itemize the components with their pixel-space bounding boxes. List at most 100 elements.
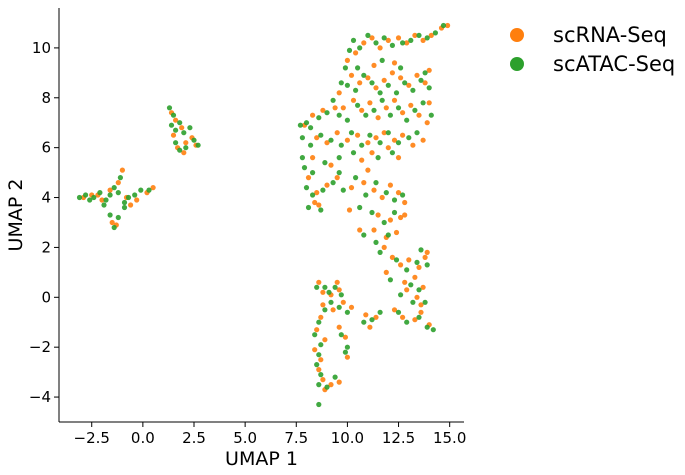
y-tick-label: 0 (41, 288, 51, 306)
point-scrna-seq (173, 117, 179, 123)
point-scatac-seq (310, 192, 316, 198)
point-scatac-seq (91, 194, 97, 201)
point-scrna-seq (414, 294, 420, 300)
point-scatac-seq (330, 97, 336, 103)
point-scatac-seq (303, 185, 310, 191)
point-scrna-seq (359, 157, 365, 163)
point-scrna-seq (381, 130, 387, 136)
point-scrna-seq (373, 135, 379, 141)
point-scrna-seq (320, 107, 326, 113)
point-scatac-seq (414, 259, 420, 265)
point-scatac-seq (422, 299, 428, 305)
point-scatac-seq (107, 212, 113, 218)
y-tick-label: 2 (41, 238, 51, 256)
point-scrna-seq (365, 75, 371, 81)
x-axis-title: UMAP 1 (225, 448, 298, 470)
point-scrna-seq (316, 279, 322, 285)
point-scatac-seq (412, 107, 418, 113)
point-scatac-seq (301, 165, 308, 171)
point-scrna-seq (336, 324, 342, 330)
point-scatac-seq (393, 257, 400, 263)
point-scatac-seq (336, 304, 342, 310)
point-scatac-seq (395, 309, 402, 315)
point-scatac-seq (303, 120, 310, 126)
point-scrna-seq (150, 185, 156, 191)
legend-marker-scrna-seq (510, 28, 524, 42)
point-scatac-seq (121, 204, 128, 211)
point-scatac-seq (361, 319, 367, 325)
point-scatac-seq (322, 307, 328, 313)
point-scatac-seq (371, 107, 377, 113)
point-scrna-seq (324, 140, 330, 146)
point-scrna-seq (404, 40, 410, 46)
point-scatac-seq (359, 142, 365, 148)
point-scrna-seq (365, 167, 371, 173)
point-scatac-seq (367, 132, 373, 138)
x-tick-label: −2.5 (74, 429, 110, 447)
point-scatac-seq (355, 102, 361, 108)
point-scrna-seq (373, 314, 379, 320)
x-tick-label: 0.0 (131, 429, 155, 447)
point-scrna-seq (312, 199, 318, 206)
point-scatac-seq (318, 207, 324, 213)
point-scrna-seq (385, 37, 391, 44)
point-scatac-seq (338, 142, 344, 148)
point-scatac-seq (324, 384, 330, 390)
point-scatac-seq (177, 120, 183, 126)
point-scrna-seq (389, 70, 395, 76)
point-scrna-seq (170, 132, 177, 138)
point-scatac-seq (305, 204, 312, 211)
point-scrna-seq (373, 85, 379, 91)
point-scatac-seq (338, 80, 344, 86)
point-scrna-seq (336, 90, 342, 96)
point-scatac-seq (395, 140, 402, 146)
point-scrna-seq (355, 132, 361, 138)
point-scatac-seq (111, 185, 117, 191)
point-scatac-seq (404, 319, 410, 325)
point-scatac-seq (350, 37, 357, 44)
point-scrna-seq (107, 187, 113, 193)
point-scrna-seq (109, 219, 115, 226)
point-scatac-seq (422, 70, 428, 76)
point-scatac-seq (432, 30, 438, 36)
point-scrna-seq (400, 110, 406, 116)
x-tick-label: 10.0 (331, 429, 364, 447)
point-scatac-seq (117, 175, 123, 181)
point-scrna-seq (418, 302, 424, 308)
point-scatac-seq (83, 192, 89, 198)
point-scrna-seq (361, 180, 367, 186)
point-scatac-seq (373, 180, 379, 186)
point-scrna-seq (350, 97, 357, 103)
point-scrna-seq (424, 249, 430, 255)
x-tick-label: 12.5 (382, 429, 415, 447)
point-scatac-seq (430, 327, 436, 333)
point-scrna-seq (344, 354, 350, 360)
point-scrna-seq (424, 120, 430, 126)
point-scatac-seq (168, 122, 175, 128)
point-scatac-seq (424, 35, 430, 41)
point-scrna-seq (389, 254, 395, 260)
point-scatac-seq (363, 192, 369, 198)
point-scrna-seq (312, 347, 318, 353)
point-scatac-seq (385, 232, 391, 238)
legend-label-scrna-seq: scRNA-Seq (553, 23, 667, 47)
point-scrna-seq (334, 130, 340, 136)
point-scatac-seq (166, 105, 173, 111)
point-scatac-seq (398, 65, 404, 71)
point-scrna-seq (99, 197, 105, 203)
point-scatac-seq (322, 160, 328, 166)
point-scrna-seq (402, 279, 408, 285)
point-scatac-seq (332, 284, 338, 290)
point-scatac-seq (318, 342, 324, 348)
point-scatac-seq (353, 87, 359, 93)
point-scrna-seq (406, 257, 412, 263)
point-scatac-seq (402, 80, 408, 86)
point-scrna-seq (348, 304, 355, 310)
point-scatac-seq (369, 317, 375, 323)
point-scrna-seq (179, 125, 185, 131)
point-scrna-seq (400, 132, 406, 138)
point-scrna-seq (371, 227, 377, 233)
point-scatac-seq (385, 130, 391, 136)
point-scatac-seq (322, 284, 328, 290)
